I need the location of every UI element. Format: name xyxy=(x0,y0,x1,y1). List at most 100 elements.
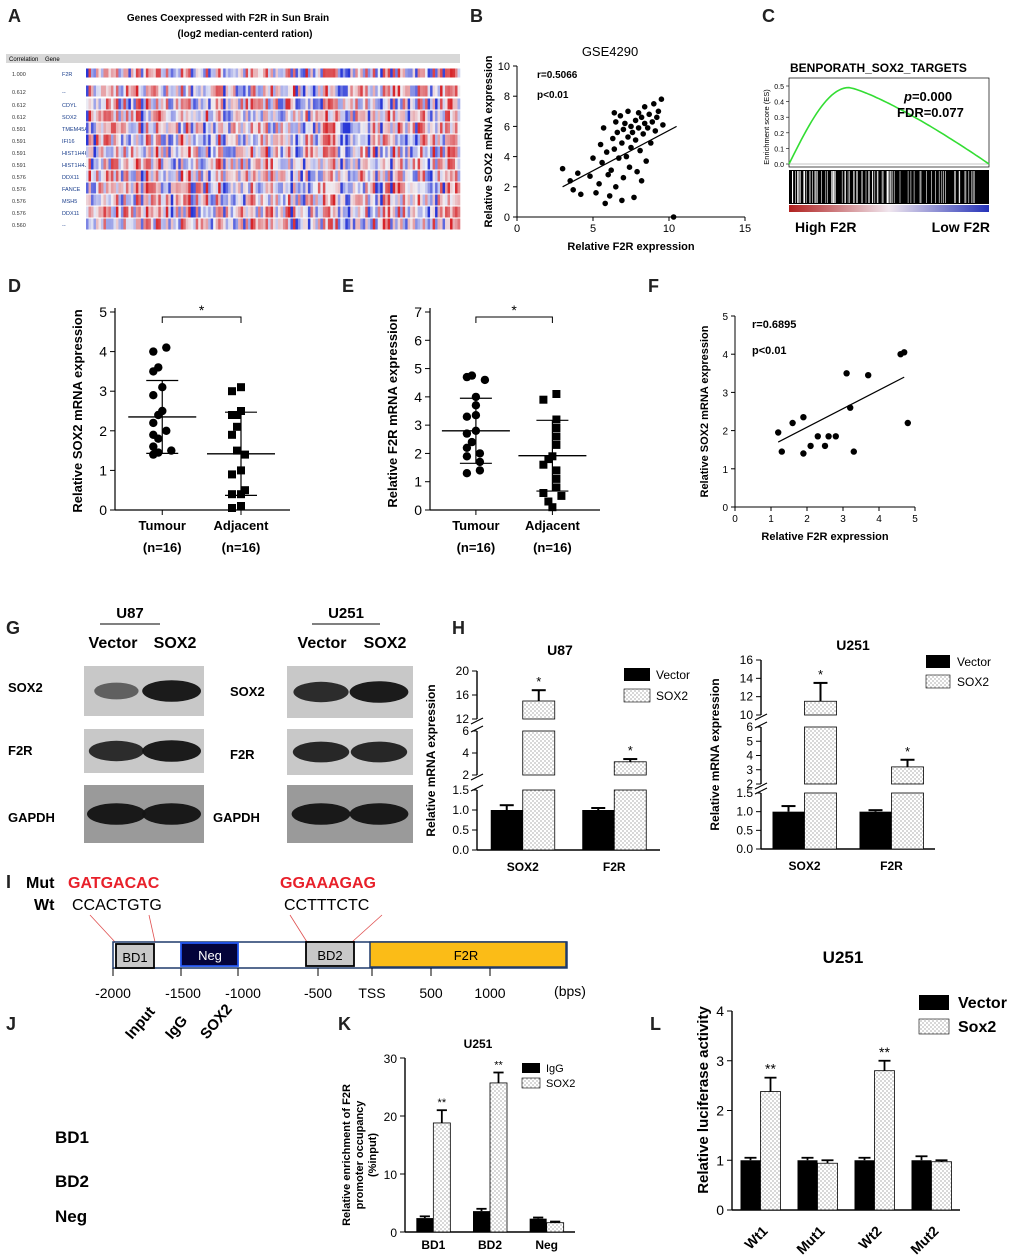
heatmap-cell xyxy=(422,194,426,206)
heatmap-cell xyxy=(307,158,311,170)
heatmap-cell xyxy=(370,218,374,230)
heatmap-cell xyxy=(86,68,89,78)
heatmap-cell xyxy=(213,146,216,158)
heatmap-cell xyxy=(350,206,354,218)
bar-vector xyxy=(490,810,523,850)
category-label: Wt2 xyxy=(855,1223,885,1253)
bar-group-2 xyxy=(760,1091,781,1211)
heatmap-cell xyxy=(420,170,423,182)
heatmap-cell xyxy=(140,85,144,97)
heatmap-cell xyxy=(260,146,264,158)
heatmap-cell xyxy=(405,194,408,206)
heatmap-cell xyxy=(185,85,189,97)
heatmap-cell xyxy=(450,98,453,110)
heatmap-cell xyxy=(327,98,331,110)
data-point xyxy=(596,181,602,187)
heatmap-cell xyxy=(407,206,411,218)
category-label: Adjacent xyxy=(214,518,270,533)
data-point xyxy=(655,108,662,115)
y-tick-label: 6 xyxy=(504,121,510,133)
heatmap-cell xyxy=(287,206,291,218)
heatmap-cell xyxy=(150,218,154,230)
heatmap-cell xyxy=(455,98,458,110)
heatmap-cell xyxy=(138,218,142,230)
heatmap-cell xyxy=(268,194,271,206)
heatmap-cell xyxy=(295,194,299,206)
heatmap-cell xyxy=(200,68,204,78)
data-point xyxy=(641,120,648,127)
heatmap-cell xyxy=(402,85,406,97)
data-point xyxy=(154,434,163,443)
heatmap-cell xyxy=(377,110,381,122)
heatmap-cell xyxy=(178,146,182,158)
heatmap-cell xyxy=(365,85,369,97)
promoter-wt1: CCACTGTG xyxy=(72,897,162,914)
heatmap-cell xyxy=(407,182,411,194)
heatmap-cell xyxy=(277,85,281,97)
heatmap-cell xyxy=(372,218,376,230)
heatmap-cell xyxy=(400,170,403,182)
heatmap-cell xyxy=(450,68,453,78)
heatmap-cell xyxy=(360,110,364,122)
heatmap-cell xyxy=(275,85,279,97)
heatmap-cell xyxy=(297,122,301,134)
heatmap-cell xyxy=(190,110,194,122)
heatmap-cell xyxy=(183,122,187,134)
heatmap-cell xyxy=(110,146,114,158)
heatmap-cell xyxy=(397,134,401,146)
heatmap-cell xyxy=(158,134,162,146)
heatmap-cell xyxy=(302,122,306,134)
heatmap-cell xyxy=(405,146,408,158)
heatmap-cell xyxy=(113,146,117,158)
heatmap-cell xyxy=(218,134,221,146)
heatmap-cell xyxy=(270,85,274,97)
heatmap-cell xyxy=(312,146,316,158)
heatmap-cell xyxy=(220,146,224,158)
heatmap-cell xyxy=(190,194,194,206)
gsea-low-label: Low F2R xyxy=(932,219,990,235)
heatmap-cell xyxy=(173,68,177,78)
heatmap-cell xyxy=(205,146,209,158)
heatmap-cell xyxy=(100,182,104,194)
heatmap-cell xyxy=(440,218,443,230)
heatmap-cell xyxy=(203,110,206,122)
heatmap-title: Genes Coexpressed with F2R in Sun Brain xyxy=(127,13,329,24)
heatmap-cell xyxy=(347,146,351,158)
gsea-rank-gradient xyxy=(789,205,989,212)
heatmap-cell xyxy=(228,146,231,158)
heatmap-cell xyxy=(103,158,107,170)
heatmap-cell xyxy=(385,218,388,230)
heatmap-cell xyxy=(305,98,309,110)
heatmap-cell xyxy=(145,110,149,122)
heatmap-cell xyxy=(330,122,334,134)
heatmap-cell xyxy=(93,158,97,170)
heatmap-gene-7: HIST1H4J xyxy=(62,163,88,169)
y-tick-label: 4 xyxy=(462,746,469,760)
heatmap-cell xyxy=(113,68,117,78)
heatmap-cell xyxy=(263,170,266,182)
heatmap-cell xyxy=(140,170,144,182)
heatmap-cell xyxy=(427,170,431,182)
heatmap-cell xyxy=(452,158,456,170)
heatmap-cell xyxy=(445,194,448,206)
heatmap-cell xyxy=(342,206,346,218)
heatmap-cell xyxy=(422,134,426,146)
heatmap-cell xyxy=(168,146,172,158)
y-tick-label: 0 xyxy=(504,212,510,224)
x-tick-label: 15 xyxy=(739,223,751,235)
heatmap-cell xyxy=(273,170,276,182)
heatmap-cell xyxy=(430,158,433,170)
heatmap-cell xyxy=(95,182,99,194)
heatmap-cell xyxy=(135,194,139,206)
heatmap-cell xyxy=(243,158,246,170)
heatmap-cell xyxy=(130,110,134,122)
data-point xyxy=(475,457,485,467)
heatmap-cell xyxy=(385,85,388,97)
heatmap-cell xyxy=(420,182,423,194)
heatmap-cell xyxy=(347,194,351,206)
heatmap-cell xyxy=(93,85,97,97)
gel-row-bd2: BD2 xyxy=(55,1172,89,1191)
y-tick-label: 20 xyxy=(384,1110,398,1124)
heatmap-cell xyxy=(225,110,229,122)
heatmap-cell xyxy=(285,158,289,170)
